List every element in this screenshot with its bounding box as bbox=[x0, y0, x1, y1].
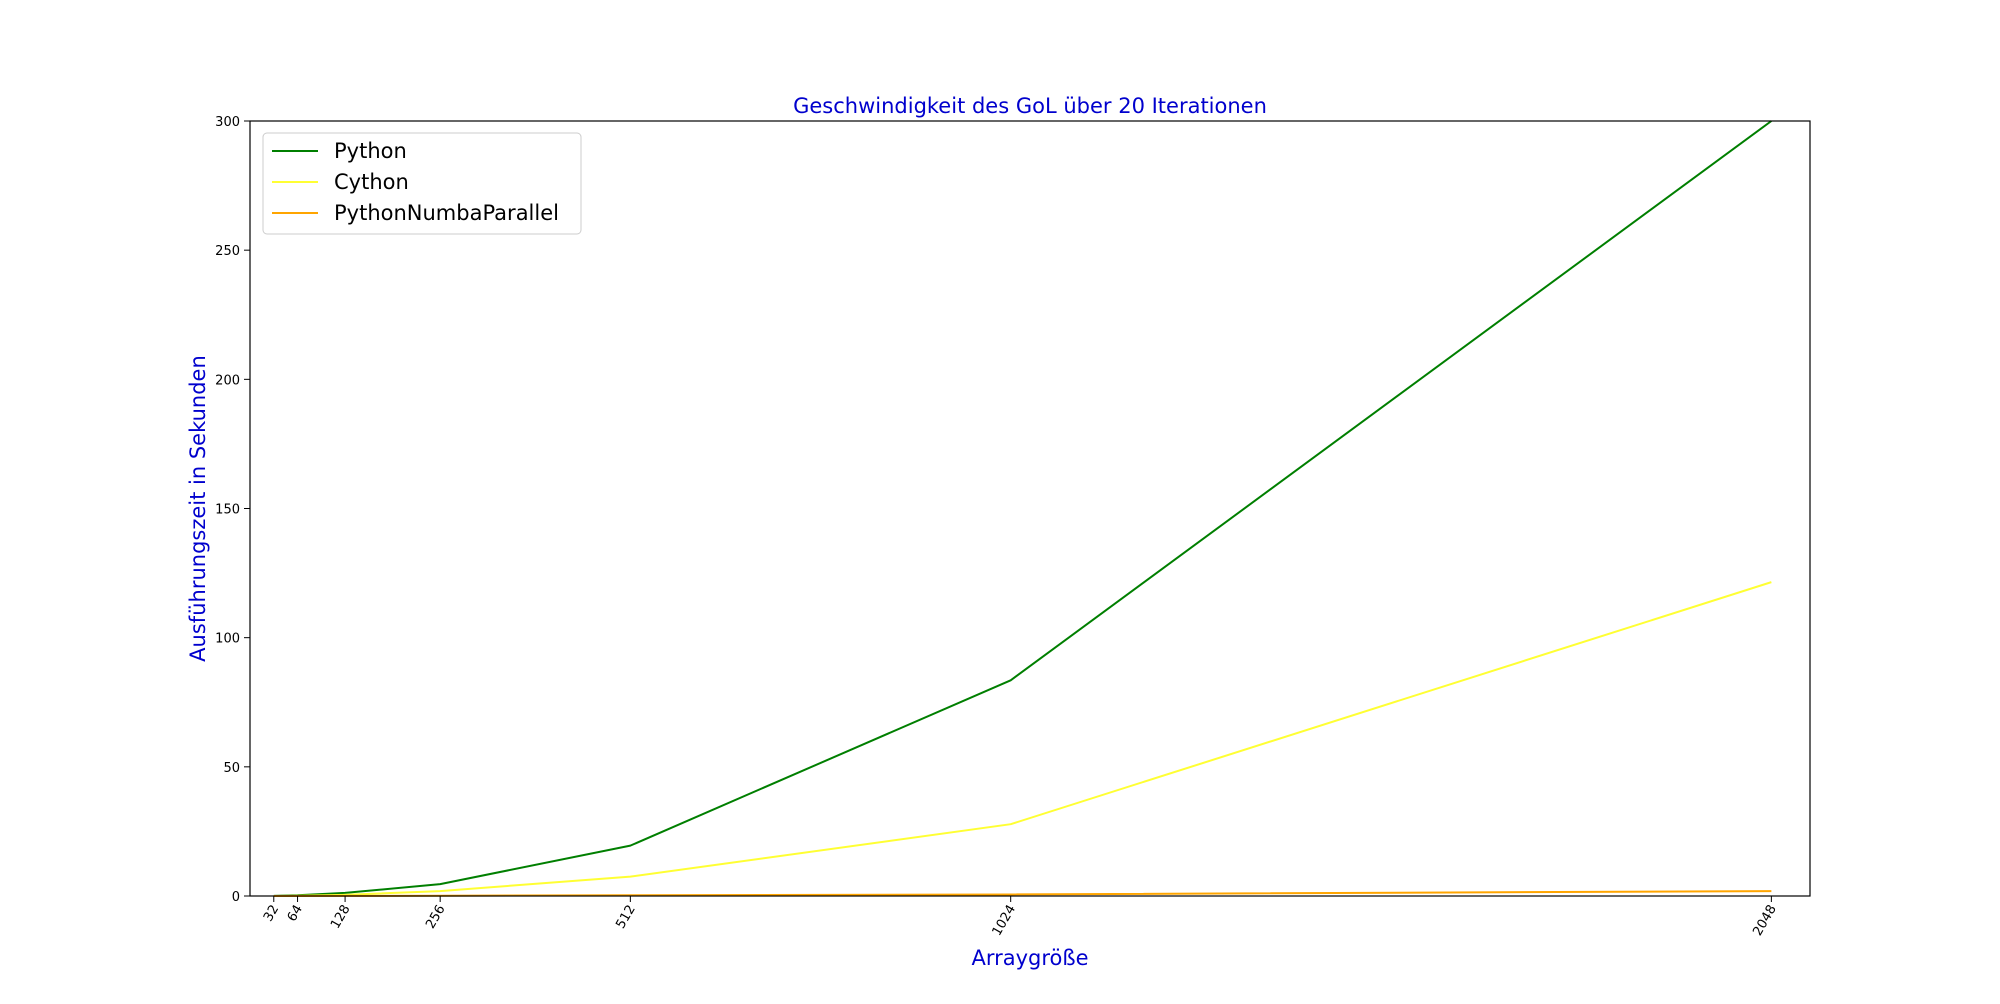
plot-area bbox=[250, 121, 1810, 896]
y-tick-label: 250 bbox=[215, 244, 240, 259]
legend-label: Python bbox=[334, 139, 407, 163]
chart-title: Geschwindigkeit des GoL über 20 Iteratio… bbox=[793, 94, 1267, 118]
y-tick-label: 100 bbox=[215, 632, 240, 647]
legend: Python Cython PythonNumbaParallel bbox=[262, 132, 582, 235]
y-tick-label: 150 bbox=[215, 503, 240, 518]
x-tick-label: 32 bbox=[261, 903, 282, 925]
y-tick-label: 50 bbox=[223, 761, 240, 776]
x-tick-label: 1024 bbox=[990, 903, 1020, 939]
x-tick-label: 2048 bbox=[1750, 903, 1780, 939]
x-tick-label: 128 bbox=[328, 903, 353, 932]
x-tick-label: 256 bbox=[423, 903, 448, 932]
x-tick-label: 64 bbox=[285, 903, 306, 925]
x-tick-label: 512 bbox=[613, 903, 638, 932]
y-tick-label: 300 bbox=[215, 115, 240, 130]
y-axis-label: Ausführungszeit in Sekunden bbox=[186, 355, 210, 662]
y-tick-label: 200 bbox=[215, 373, 240, 388]
legend-label: Cython bbox=[334, 170, 409, 194]
legend-label: PythonNumbaParallel bbox=[334, 201, 559, 225]
legend-box bbox=[262, 132, 582, 235]
x-axis-label: Arraygröße bbox=[971, 946, 1088, 970]
y-tick-label: 0 bbox=[232, 890, 240, 905]
